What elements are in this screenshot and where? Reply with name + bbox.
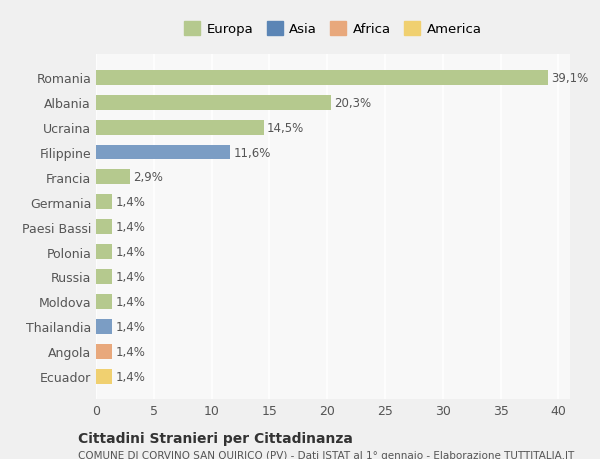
Text: 1,4%: 1,4% — [116, 246, 146, 258]
Bar — [96, 195, 112, 210]
Bar — [96, 71, 548, 86]
Text: 1,4%: 1,4% — [116, 320, 146, 333]
Text: 1,4%: 1,4% — [116, 221, 146, 234]
Bar — [96, 245, 112, 259]
Bar — [96, 95, 331, 111]
Text: Cittadini Stranieri per Cittadinanza: Cittadini Stranieri per Cittadinanza — [78, 431, 353, 445]
Text: 14,5%: 14,5% — [267, 121, 304, 134]
Text: 1,4%: 1,4% — [116, 295, 146, 308]
Text: 20,3%: 20,3% — [334, 96, 371, 110]
Bar — [96, 269, 112, 284]
Bar — [96, 344, 112, 359]
Bar — [96, 319, 112, 334]
Bar — [96, 145, 230, 160]
Bar — [96, 294, 112, 309]
Text: 11,6%: 11,6% — [233, 146, 271, 159]
Text: COMUNE DI CORVINO SAN QUIRICO (PV) - Dati ISTAT al 1° gennaio - Elaborazione TUT: COMUNE DI CORVINO SAN QUIRICO (PV) - Dat… — [78, 450, 574, 459]
Text: 1,4%: 1,4% — [116, 270, 146, 283]
Text: 1,4%: 1,4% — [116, 196, 146, 209]
Bar — [96, 369, 112, 384]
Text: 2,9%: 2,9% — [133, 171, 163, 184]
Text: 1,4%: 1,4% — [116, 345, 146, 358]
Bar — [96, 170, 130, 185]
Text: 1,4%: 1,4% — [116, 370, 146, 383]
Bar — [96, 120, 263, 135]
Text: 39,1%: 39,1% — [551, 72, 589, 84]
Bar — [96, 220, 112, 235]
Legend: Europa, Asia, Africa, America: Europa, Asia, Africa, America — [179, 17, 487, 42]
